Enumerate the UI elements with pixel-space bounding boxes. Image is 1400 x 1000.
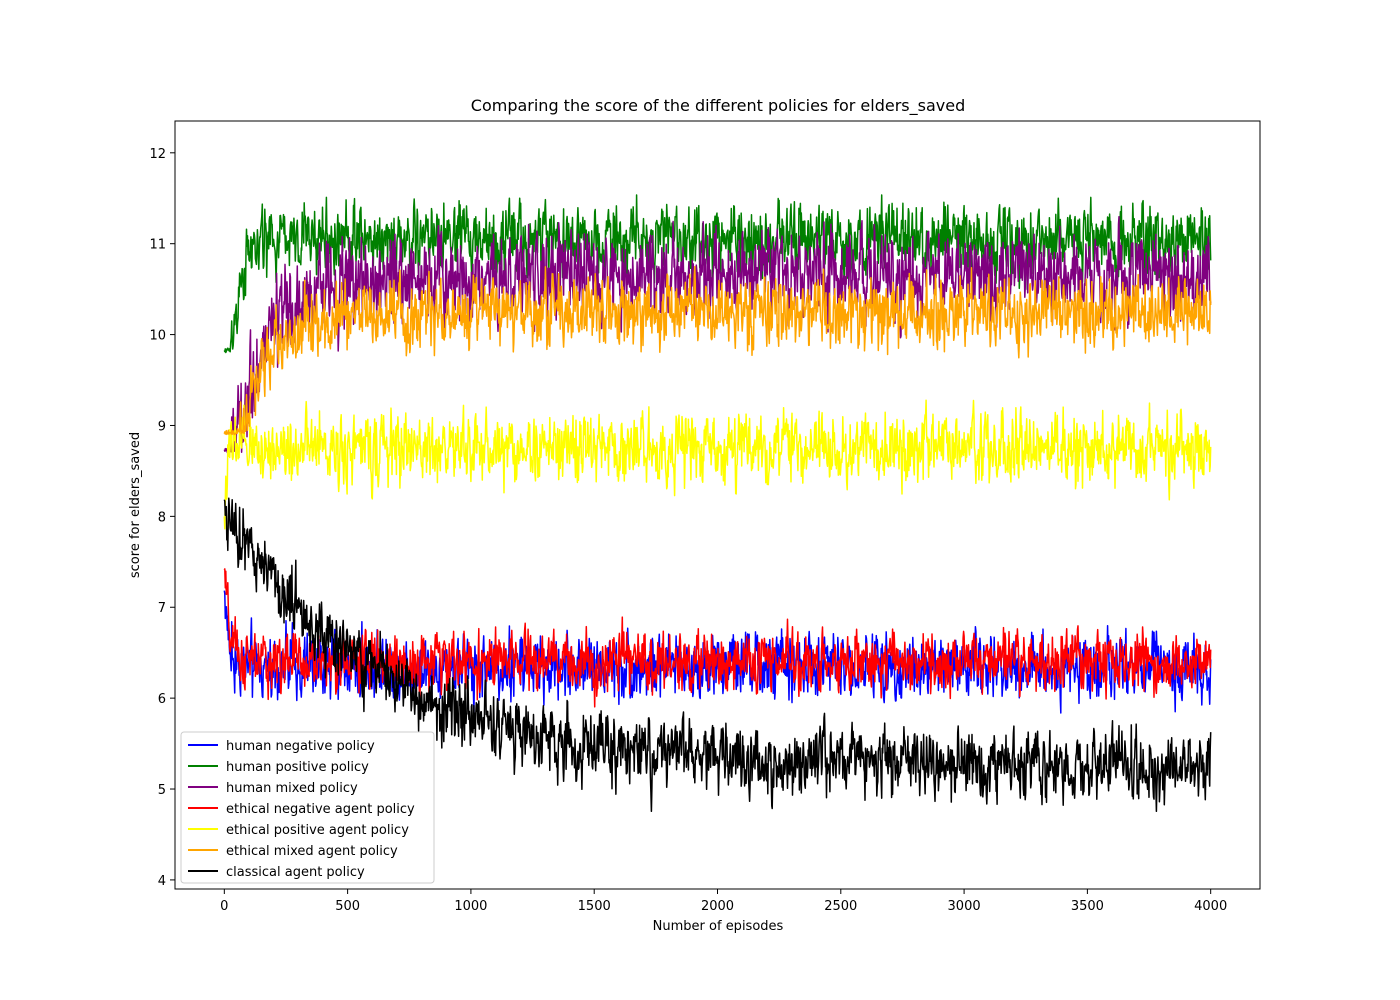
series-line xyxy=(223,497,1212,813)
y-tick-label: 10 xyxy=(149,329,166,344)
x-tick-label: 1500 xyxy=(578,899,611,914)
series-line xyxy=(223,215,1212,454)
series-line xyxy=(223,568,1212,708)
y-tick-label: 11 xyxy=(149,238,166,253)
x-axis-label: Number of episodes xyxy=(653,919,784,934)
legend-label: ethical negative agent policy xyxy=(226,802,415,817)
x-tick-label: 500 xyxy=(335,899,360,914)
legend-label: human positive policy xyxy=(226,760,369,775)
legend-label: classical agent policy xyxy=(226,865,365,880)
chart-title: Comparing the score of the different pol… xyxy=(471,96,965,116)
y-tick-label: 8 xyxy=(158,510,166,525)
series-layer xyxy=(223,194,1212,813)
y-tick-label: 5 xyxy=(158,783,166,798)
x-tick-label: 1000 xyxy=(454,899,487,914)
x-tick-label: 2000 xyxy=(701,899,734,914)
y-tick-label: 9 xyxy=(158,419,166,434)
x-tick-label: 4000 xyxy=(1194,899,1227,914)
y-tick-label: 12 xyxy=(149,147,166,162)
x-tick-label: 0 xyxy=(220,899,228,914)
y-tick-label: 6 xyxy=(158,692,166,707)
legend-box xyxy=(180,731,435,884)
series-line xyxy=(223,399,1212,530)
legend: human negative policy human positive poli… xyxy=(180,731,435,884)
x-tick-label: 3500 xyxy=(1071,899,1104,914)
legend-label: human mixed policy xyxy=(226,781,358,796)
y-tick-label: 7 xyxy=(158,601,166,616)
series-line xyxy=(223,265,1212,436)
x-tick-label: 3000 xyxy=(948,899,981,914)
series-line xyxy=(223,194,1212,354)
y-axis-label: score for elders_saved xyxy=(128,432,143,578)
legend-label: ethical mixed agent policy xyxy=(226,844,398,859)
legend-label: ethical positive agent policy xyxy=(226,823,409,838)
y-tick-label: 4 xyxy=(158,874,166,889)
x-tick-label: 2500 xyxy=(824,899,857,914)
y-axis: 4 5 6 7 8 9 10 11 12 xyxy=(149,147,175,889)
x-axis: 0 500 1000 1500 2000 2500 3000 3500 4000 xyxy=(220,889,1227,914)
legend-label: human negative policy xyxy=(226,739,375,754)
